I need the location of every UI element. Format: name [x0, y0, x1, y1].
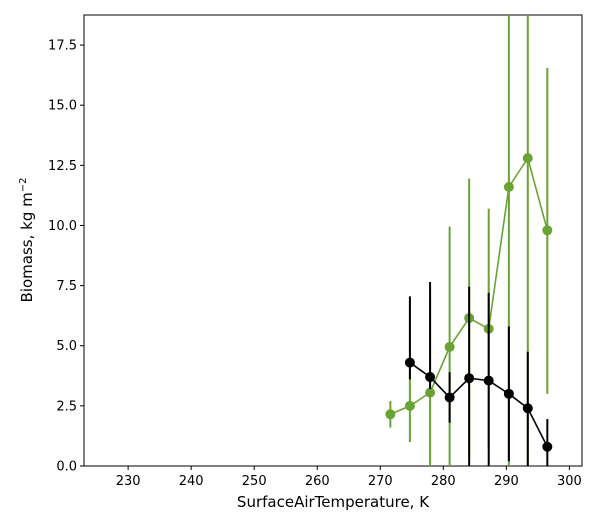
x-tick-label: 230	[116, 474, 141, 489]
y-axis: 0.0 2.5 5.0 7.5 10.0 12.5 15.0 17.5	[48, 39, 84, 475]
y-axis-label-text: Biomass, kg m	[18, 192, 36, 302]
y-tick-label: 0.0	[56, 460, 77, 475]
data-point	[444, 341, 455, 352]
data-point	[385, 409, 396, 420]
data-point	[503, 181, 514, 192]
data-point	[522, 403, 533, 414]
data-point	[404, 357, 415, 368]
data-point	[483, 375, 494, 386]
y-tick-label: 12.5	[48, 159, 77, 174]
x-axis-label: SurfaceAirTemperature, K	[237, 493, 430, 511]
series-2	[404, 281, 553, 466]
y-axis-label: Biomass, kg m−2	[18, 178, 36, 303]
x-tick-label: 250	[242, 474, 267, 489]
plot-area	[83, 14, 583, 467]
x-tick-label: 290	[494, 474, 519, 489]
data-point	[444, 392, 455, 403]
x-tick-label: 260	[305, 474, 330, 489]
data-point	[425, 387, 436, 398]
axes-frame	[83, 14, 583, 467]
x-axis: 230 240 250 260 270 280 290 300	[116, 466, 582, 489]
x-tick-label: 300	[557, 474, 582, 489]
y-axis-label-superscript: −2	[18, 178, 29, 193]
y-tick-label: 10.0	[48, 219, 77, 234]
data-point	[542, 225, 553, 236]
y-tick-label: 2.5	[56, 399, 77, 414]
data-point	[425, 372, 436, 383]
data-point	[404, 400, 415, 411]
y-tick-label: 7.5	[56, 279, 77, 294]
y-tick-label: 17.5	[48, 39, 77, 54]
data-point	[464, 373, 475, 384]
x-tick-label: 240	[179, 474, 204, 489]
x-tick-label: 280	[431, 474, 456, 489]
y-tick-label: 5.0	[56, 339, 77, 354]
x-tick-label: 270	[368, 474, 393, 489]
y-tick-label: 15.0	[48, 99, 77, 114]
data-point	[542, 441, 553, 452]
data-point	[503, 388, 514, 399]
data-point	[522, 153, 533, 164]
